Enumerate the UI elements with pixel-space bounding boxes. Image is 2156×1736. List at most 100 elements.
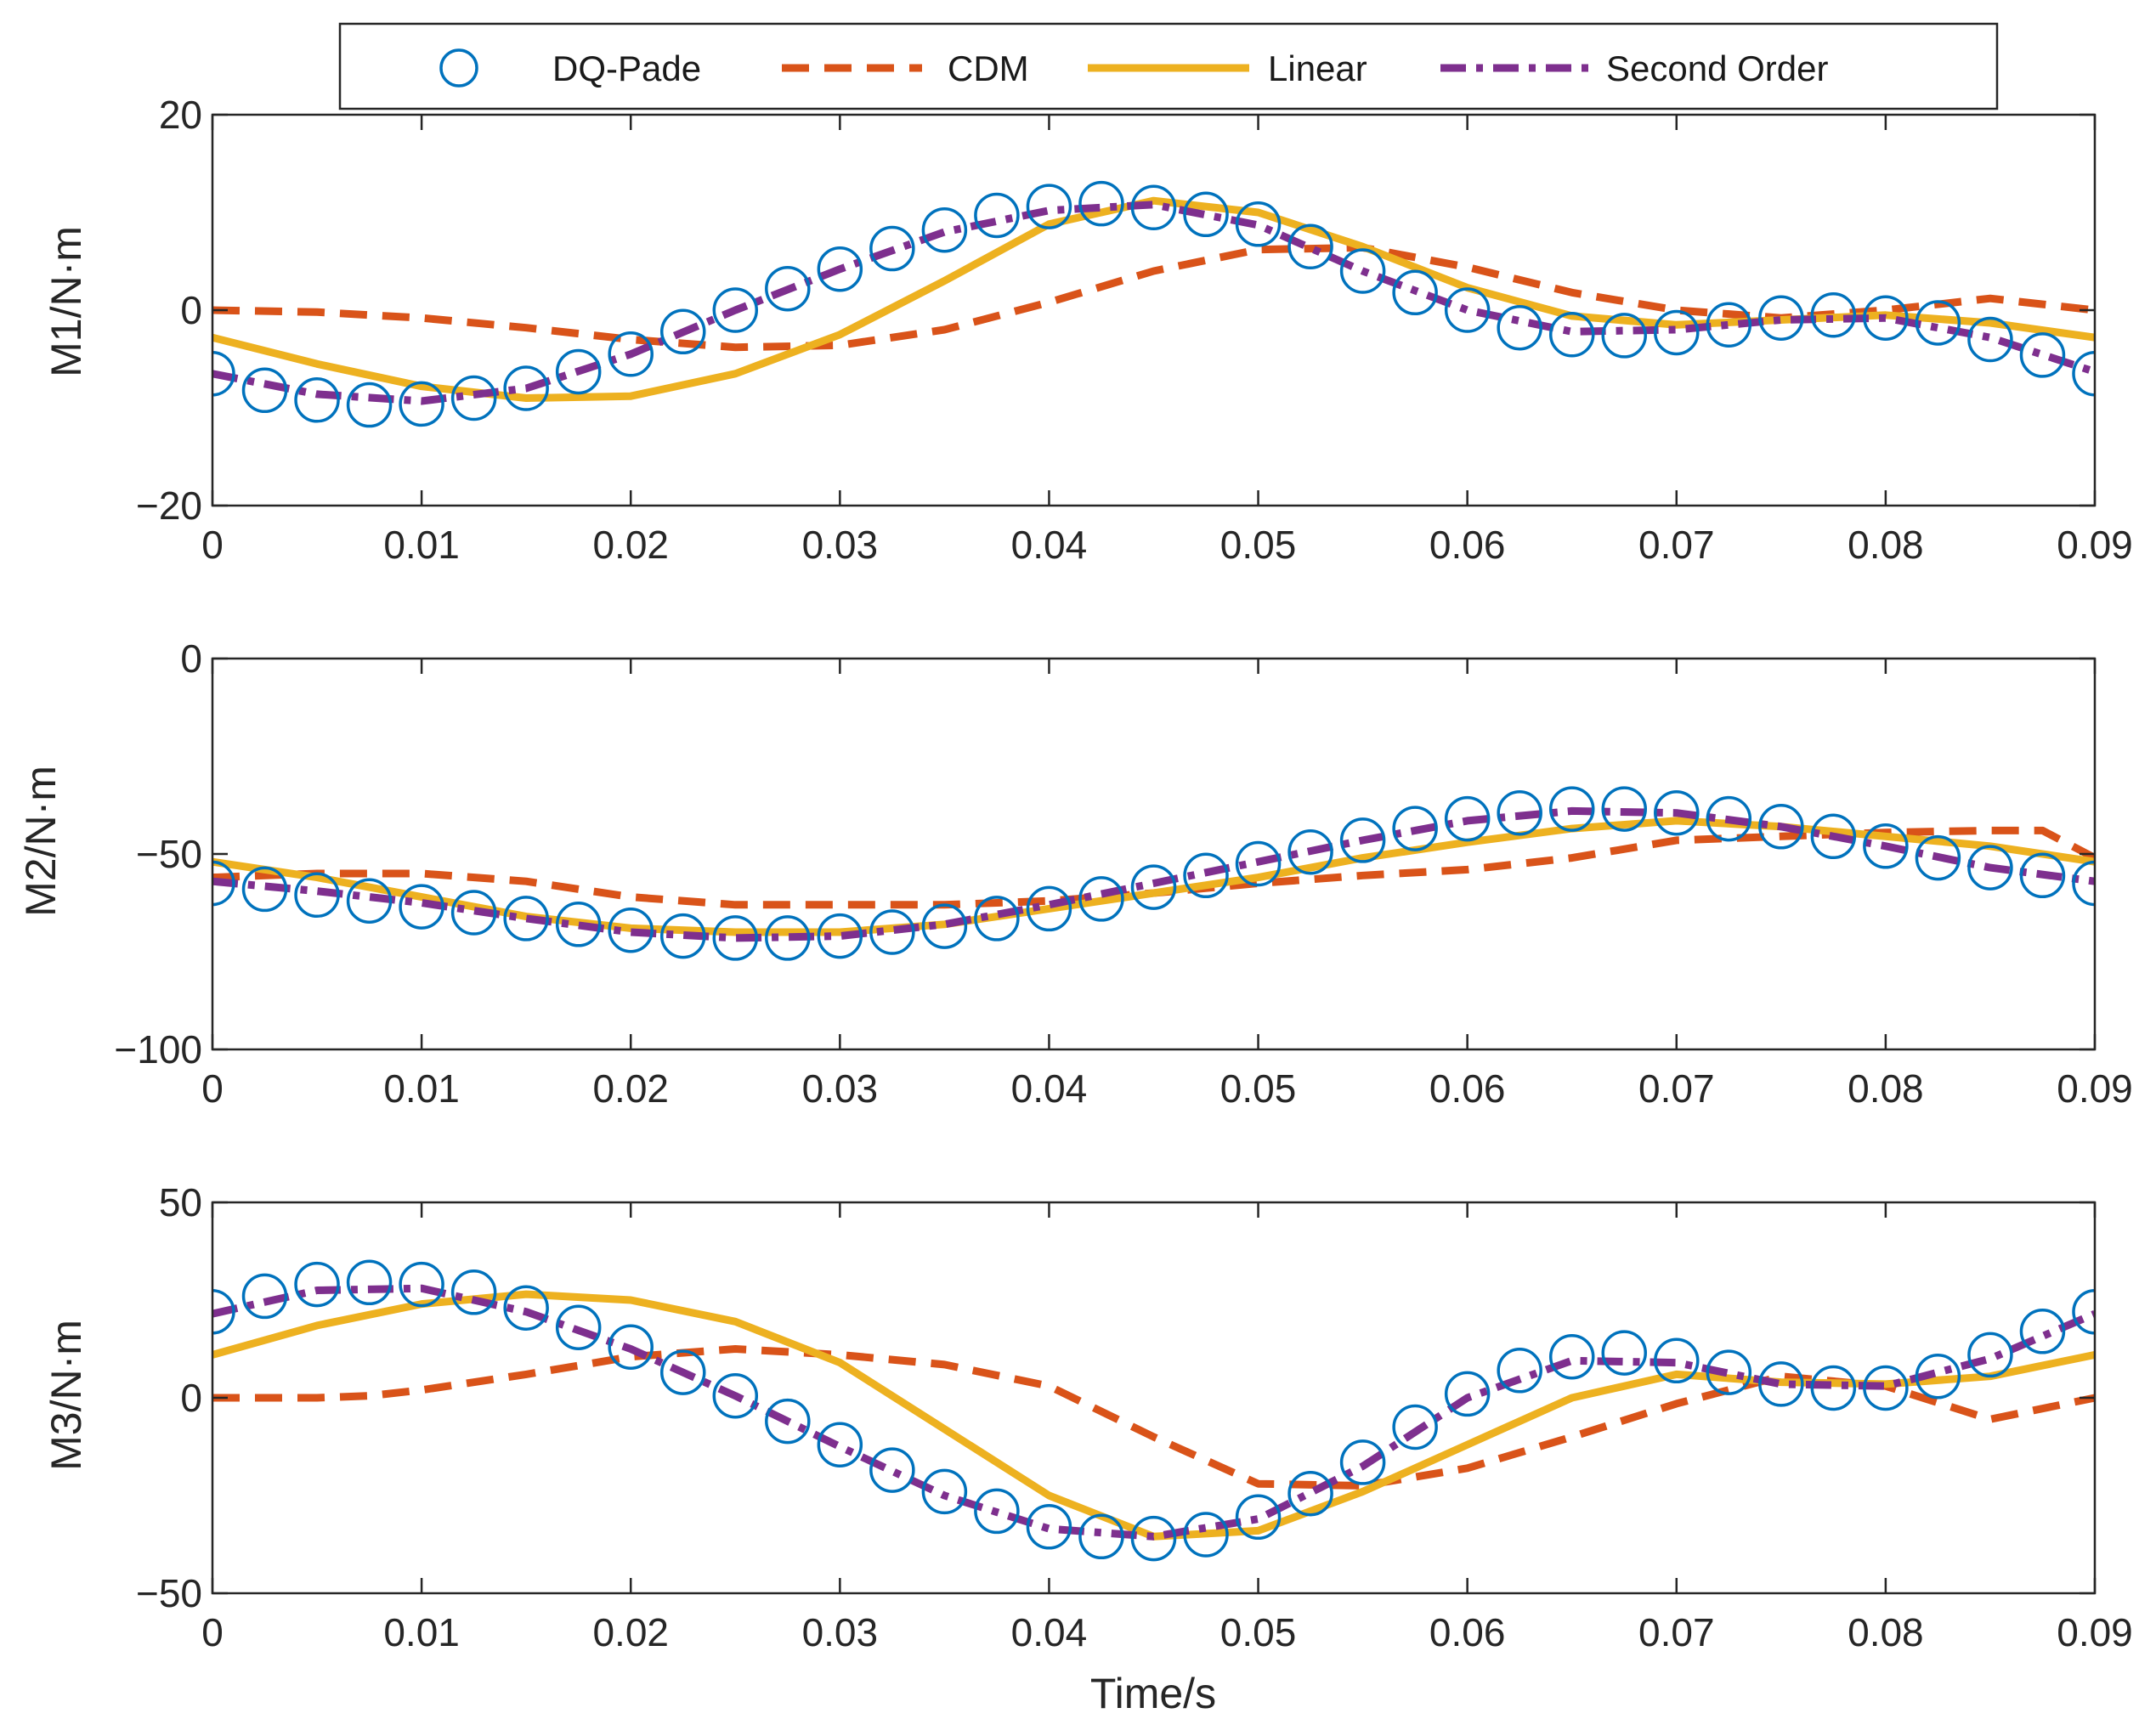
marker-dq-pade [974, 896, 1020, 942]
panel-m1: M1/N·m 0 0.01 0.02 0.03 0.04 0.05 0.06 0.07 0.08… [42, 93, 2133, 567]
series-line-second-order [212, 201, 2095, 405]
marker-dq-pade [2072, 1289, 2095, 1335]
marker-dq-pade [1967, 845, 2013, 891]
marker-dq-pade [399, 1261, 444, 1308]
marker-dq-pade [1444, 1371, 1491, 1417]
marker-dq-pade [1601, 786, 1647, 832]
panel-m2: M2/N·m 0 0.01 0.02 0.03 0.04 0.05 0.06 0.07 0.08… [17, 636, 2133, 1111]
marker-dq-pade [1706, 302, 1752, 348]
marker-dq-pade [1654, 789, 1700, 836]
marker-dq-pade [1444, 287, 1491, 333]
marker-dq-pade [450, 1269, 497, 1315]
marker-dq-pade [1392, 269, 1438, 316]
marker-dq-pade [503, 1285, 549, 1331]
x-tick-label: 0.05 [1220, 523, 1297, 567]
marker-dq-pade [1758, 804, 1804, 850]
marker-dq-pade [1183, 191, 1229, 238]
marker-dq-pade [555, 902, 602, 947]
y-tick-label: 50 [159, 1180, 202, 1224]
x-tick-label: 0.01 [383, 523, 460, 567]
series-group [212, 786, 2095, 961]
legend-item-linear: Linear [1088, 48, 1367, 88]
marker-dq-pade [1183, 1512, 1229, 1558]
marker-dq-pade [1967, 1332, 2013, 1378]
marker-dq-pade [1392, 806, 1438, 851]
marker-dq-pade [660, 1349, 706, 1395]
marker-dq-pade [1810, 813, 1857, 860]
y-tick-label: 0 [180, 636, 202, 681]
x-tick-label: 0.09 [2057, 1610, 2133, 1654]
marker-dq-pade [1078, 1513, 1124, 1560]
marker-dq-pade [1339, 248, 1386, 294]
marker-dq-pade [1654, 309, 1700, 356]
legend-label-linear: Linear [1268, 48, 1367, 88]
marker-dq-pade [346, 878, 393, 924]
marker-dq-pade [1863, 295, 1909, 341]
marker-dq-pade [1026, 184, 1072, 229]
x-tick-label: 0 [201, 1066, 224, 1111]
marker-dq-pade [869, 1447, 915, 1493]
marker-dq-pade [503, 896, 549, 942]
marker-dq-pade [1548, 786, 1595, 832]
y-tick-label: 0 [180, 288, 202, 332]
marker-dq-pade [399, 884, 444, 930]
marker-dq-pade [1287, 828, 1333, 875]
x-tick-label: 0.08 [1848, 1066, 1924, 1111]
marker-dq-pade [765, 1398, 811, 1445]
marker-dq-pade [555, 1304, 602, 1350]
marker-dq-pade [1601, 313, 1647, 359]
marker-dq-pade [241, 1273, 288, 1320]
series-line-second-order [212, 806, 2095, 942]
marker-dq-pade [1444, 795, 1491, 842]
legend-label-dq-pade: DQ-Pade [552, 48, 701, 88]
x-tick-label: 0.04 [1011, 1066, 1088, 1111]
marker-dq-pade [1392, 1404, 1438, 1450]
marker-dq-pade [1235, 840, 1282, 887]
x-tick-label: 0.02 [592, 1610, 669, 1654]
x-tick-label: 0.01 [383, 1066, 460, 1111]
x-tick-label: 0.05 [1220, 1610, 1297, 1654]
marker-dq-pade [1810, 1365, 1857, 1411]
panel-m3: M3/N·m 0 0.01 0.02 0.03 0.04 0.05 0.06 0.07 0.08… [42, 1180, 2133, 1654]
marker-dq-pade [660, 913, 706, 959]
marker-dq-pade [2072, 860, 2095, 907]
marker-dq-pade [2072, 351, 2095, 397]
marker-dq-pade [555, 348, 602, 395]
y-tick-label: 20 [159, 93, 202, 137]
marker-dq-pade [1235, 201, 1282, 247]
marker-dq-pade [1497, 789, 1542, 836]
marker-dq-pade [817, 1422, 863, 1467]
marker-dq-pade [608, 331, 654, 377]
y-tick-label: −100 [114, 1027, 202, 1072]
marker-dq-pade [1078, 876, 1124, 922]
ylabel-m3: M3/N·m [42, 1320, 90, 1471]
x-tick-label: 0.06 [1429, 1066, 1506, 1111]
x-tick-label: 0.05 [1220, 1066, 1297, 1111]
x-tick-label: 0.08 [1848, 1610, 1924, 1654]
marker-dq-pade [712, 915, 759, 961]
y-tick-label: 0 [180, 1376, 202, 1420]
x-tick-label: 0.04 [1011, 523, 1088, 567]
x-tick-label: 0.02 [592, 1066, 669, 1111]
series-line-linear [212, 196, 2095, 402]
marker-dq-pade [1967, 316, 2013, 363]
marker-dq-pade [921, 206, 968, 253]
marker-dq-pade [1915, 300, 1961, 346]
marker-dq-pade [817, 246, 863, 292]
marker-dq-pade [1863, 823, 1909, 869]
marker-dq-pade [712, 1372, 759, 1419]
x-tick-label: 0.09 [2057, 523, 2133, 567]
marker-dq-pade [346, 382, 393, 428]
marker-dq-pade [212, 1289, 235, 1335]
marker-dq-pade [1078, 180, 1124, 227]
marker-dq-pade [1130, 864, 1177, 910]
y-tick-label: −50 [136, 1571, 202, 1615]
x-tick-label: 0.01 [383, 1610, 460, 1654]
marker-dq-pade [765, 265, 811, 312]
marker-dq-pade [1706, 1349, 1752, 1395]
y-tick-label: −20 [136, 483, 202, 528]
ylabel-m1: M1/N·m [42, 226, 90, 377]
marker-dq-pade [1497, 304, 1542, 351]
marker-dq-pade [1026, 1504, 1072, 1550]
